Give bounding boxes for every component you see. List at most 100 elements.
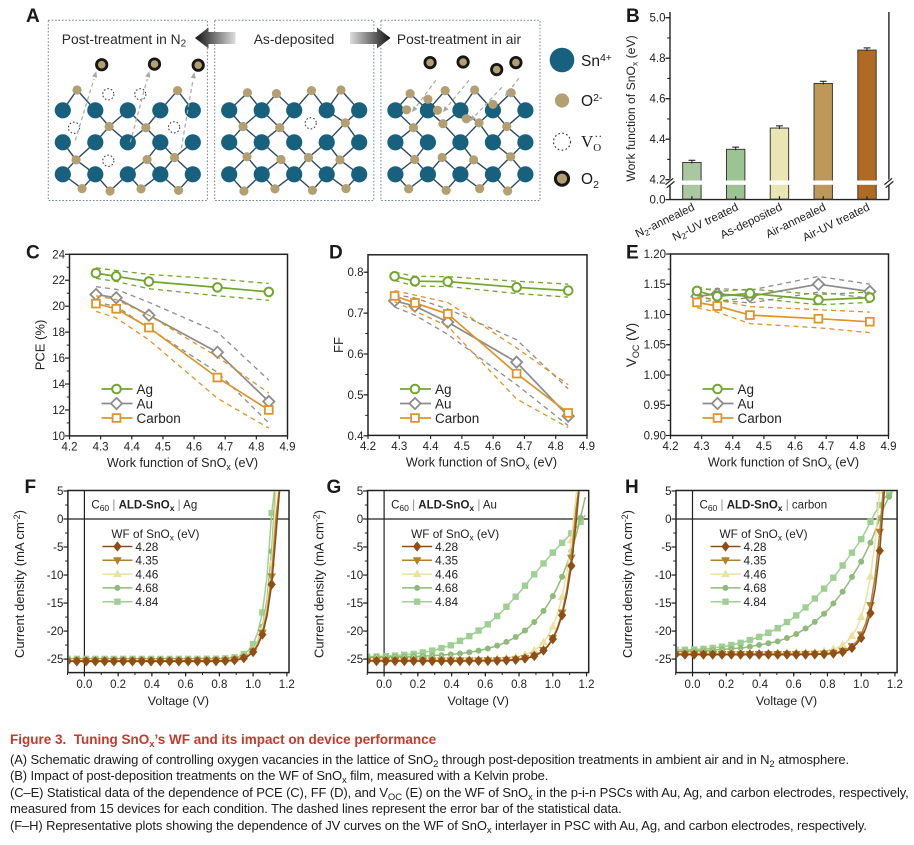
svg-text:1.0: 1.0 — [545, 679, 561, 691]
svg-text:-20: -20 — [346, 626, 363, 638]
svg-text:5: 5 — [665, 486, 671, 498]
svg-text:Post-treatment in N2: Post-treatment in N2 — [62, 32, 187, 50]
svg-text:1.2: 1.2 — [887, 679, 903, 691]
svg-text:Carbon: Carbon — [435, 411, 479, 426]
svg-text:-10: -10 — [47, 570, 64, 582]
svg-text:14: 14 — [52, 379, 65, 391]
svg-text:Voltage (V): Voltage (V) — [148, 694, 209, 708]
svg-text:4.7: 4.7 — [818, 441, 834, 453]
svg-text:4.2: 4.2 — [360, 441, 376, 453]
svg-text:0.0: 0.0 — [376, 679, 392, 691]
svg-text:As-deposited: As-deposited — [254, 32, 335, 47]
svg-text:Post-treatment in air: Post-treatment in air — [397, 32, 522, 47]
svg-text:0.2: 0.2 — [110, 679, 126, 691]
svg-text:-15: -15 — [655, 598, 672, 610]
svg-text:4.4: 4.4 — [650, 134, 667, 146]
svg-text:Ag: Ag — [435, 382, 452, 397]
svg-text:4.68: 4.68 — [135, 581, 158, 595]
svg-text:5.0: 5.0 — [650, 13, 666, 25]
svg-text:F: F — [25, 477, 37, 498]
svg-text:4.6: 4.6 — [787, 441, 803, 453]
svg-text:4.46: 4.46 — [135, 567, 158, 581]
svg-text:0.95: 0.95 — [644, 400, 666, 412]
svg-text:B: B — [626, 6, 640, 27]
svg-text:12: 12 — [52, 405, 65, 417]
svg-text:1.10: 1.10 — [644, 310, 666, 322]
svg-text:18: 18 — [52, 327, 65, 339]
svg-text:E: E — [626, 243, 639, 264]
svg-text:-25: -25 — [655, 654, 672, 666]
svg-text:0: 0 — [357, 514, 363, 526]
svg-text:1.0: 1.0 — [245, 679, 261, 691]
svg-text:A: A — [26, 6, 40, 27]
svg-text:Current density (mA cm-2): Current density (mA cm-2) — [12, 510, 27, 658]
svg-text:4.3: 4.3 — [391, 441, 407, 453]
svg-text:Au: Au — [137, 397, 154, 412]
svg-text:4.84: 4.84 — [435, 595, 458, 609]
svg-text:C60 | ALD-SnOx | Ag: C60 | ALD-SnOx | Ag — [91, 500, 197, 514]
svg-text:4.6: 4.6 — [485, 441, 501, 453]
svg-text:4.3: 4.3 — [694, 441, 710, 453]
svg-text:Current density (mA cm-2): Current density (mA cm-2) — [620, 510, 635, 658]
svg-text:5: 5 — [57, 486, 63, 498]
svg-text:1.0: 1.0 — [853, 679, 869, 691]
svg-text:-10: -10 — [655, 570, 672, 582]
svg-text:Ag: Ag — [137, 382, 154, 397]
svg-text:VO··: VO·· — [581, 129, 602, 154]
svg-text:D: D — [329, 243, 343, 264]
svg-text:4.6: 4.6 — [650, 94, 666, 106]
svg-text:4.2: 4.2 — [663, 441, 679, 453]
svg-text:C: C — [26, 243, 40, 264]
svg-text:4.68: 4.68 — [744, 581, 767, 595]
svg-text:0.0: 0.0 — [650, 195, 666, 207]
svg-text:4.4: 4.4 — [423, 441, 440, 453]
svg-text:4.6: 4.6 — [186, 441, 202, 453]
svg-text:Voltage (V): Voltage (V) — [756, 694, 817, 708]
svg-text:4.28: 4.28 — [435, 540, 458, 554]
svg-text:4.5: 4.5 — [756, 441, 772, 453]
svg-text:4.28: 4.28 — [744, 540, 767, 554]
svg-text:4.46: 4.46 — [435, 567, 458, 581]
svg-text:4.46: 4.46 — [744, 567, 767, 581]
svg-text:Work function of SnOx (eV): Work function of SnOx (eV) — [406, 455, 557, 471]
svg-text:-5: -5 — [661, 542, 671, 554]
svg-text:0.4: 0.4 — [144, 679, 161, 691]
svg-text:-20: -20 — [655, 626, 672, 638]
svg-text:10: 10 — [52, 431, 65, 443]
svg-text:-20: -20 — [47, 626, 64, 638]
svg-text:5: 5 — [357, 486, 363, 498]
svg-text:0: 0 — [57, 514, 63, 526]
svg-text:4.35: 4.35 — [435, 554, 458, 568]
svg-text:4.4: 4.4 — [124, 441, 141, 453]
svg-text:4.84: 4.84 — [744, 595, 767, 609]
svg-text:-15: -15 — [47, 598, 64, 610]
svg-text:4.28: 4.28 — [135, 540, 158, 554]
svg-text:22: 22 — [52, 275, 65, 287]
svg-text:H: H — [625, 477, 639, 498]
svg-text:0.8: 0.8 — [211, 679, 227, 691]
svg-text:4.7: 4.7 — [516, 441, 532, 453]
svg-text:4.2: 4.2 — [62, 441, 78, 453]
svg-text:4.9: 4.9 — [881, 441, 897, 453]
svg-text:0.90: 0.90 — [644, 431, 666, 443]
svg-text:0.6: 0.6 — [348, 349, 364, 361]
svg-text:-5: -5 — [53, 542, 63, 554]
svg-text:G: G — [327, 477, 342, 498]
svg-text:-25: -25 — [47, 654, 64, 666]
svg-text:0.6: 0.6 — [786, 679, 802, 691]
svg-text:-25: -25 — [346, 654, 363, 666]
svg-text:1.05: 1.05 — [644, 340, 666, 352]
svg-text:0.4: 0.4 — [752, 679, 769, 691]
svg-text:Current density (mA cm-2): Current density (mA cm-2) — [312, 510, 327, 658]
svg-text:0.4: 0.4 — [444, 679, 461, 691]
svg-text:4.35: 4.35 — [744, 554, 767, 568]
svg-text:0.7: 0.7 — [348, 308, 364, 320]
svg-text:20: 20 — [52, 301, 65, 313]
svg-text:4.9: 4.9 — [579, 441, 595, 453]
svg-text:Work function of SnOx (eV): Work function of SnOx (eV) — [624, 35, 640, 181]
svg-text:0.8: 0.8 — [348, 267, 364, 279]
svg-text:C60 | ALD-SnOx | carbon: C60 | ALD-SnOx | carbon — [700, 500, 828, 514]
svg-text:0: 0 — [665, 514, 671, 526]
svg-text:VOC (V): VOC (V) — [624, 323, 641, 367]
svg-text:1.2: 1.2 — [579, 679, 595, 691]
